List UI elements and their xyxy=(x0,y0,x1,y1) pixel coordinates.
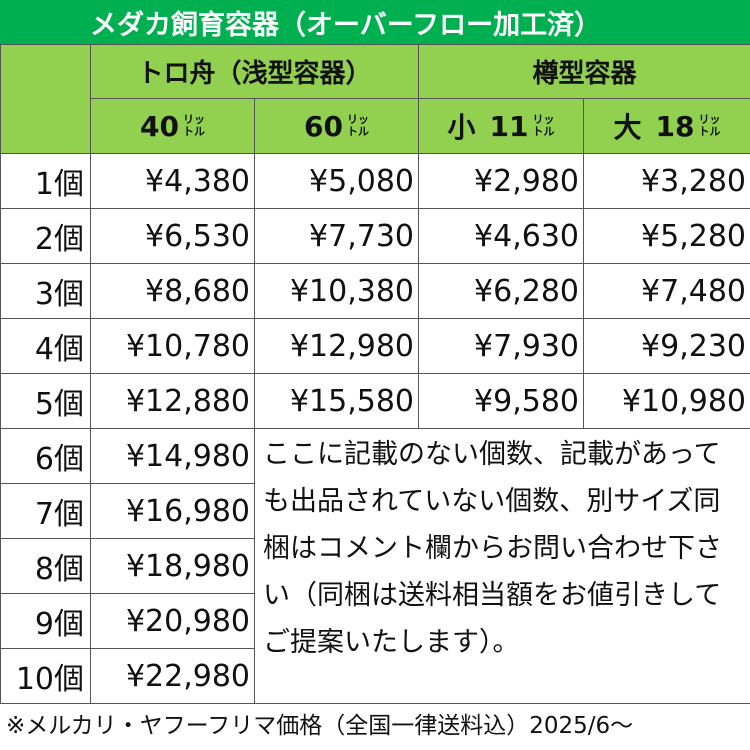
unit-top: リッ xyxy=(346,113,369,126)
row-label: 4個 xyxy=(0,318,91,374)
column-header: 小 11 リッ トル xyxy=(418,98,584,154)
price-cell: ¥12,880 xyxy=(90,373,255,429)
column-header: 大 18 リッ トル xyxy=(583,98,750,154)
price-cell: ¥7,480 xyxy=(583,263,750,319)
column-size: 11 xyxy=(489,109,529,143)
unit-top: リッ xyxy=(182,113,205,126)
price-cell: ¥8,680 xyxy=(90,263,255,319)
price-cell: ¥10,380 xyxy=(254,263,419,319)
price-cell: ¥9,230 xyxy=(583,318,750,374)
price-cell: ¥15,580 xyxy=(254,373,419,429)
price-cell: ¥10,980 xyxy=(583,373,750,429)
price-cell: ¥4,630 xyxy=(418,208,584,264)
row-label: 9個 xyxy=(0,593,91,649)
row-label: 5個 xyxy=(0,373,91,429)
row-label: 1個 xyxy=(0,153,91,209)
group-header: 樽型容器 xyxy=(418,44,750,99)
column-unit: リッ トル xyxy=(532,114,554,138)
unit-bottom: トル xyxy=(698,125,721,138)
price-cell: ¥12,980 xyxy=(254,318,419,374)
column-size: 40 xyxy=(140,109,179,143)
title: メダカ飼育容器（オーバーフロー加工済） xyxy=(90,9,602,41)
note: ここに記載のない個数、記載があっても出品されていない個数、別サイズ同梱はコメント… xyxy=(254,428,750,704)
price-cell: ¥6,530 xyxy=(90,208,255,264)
price-cell: ¥14,980 xyxy=(90,428,255,484)
price-cell: ¥5,280 xyxy=(583,208,750,264)
column-unit: リッ トル xyxy=(698,114,720,138)
column-header: 40 リッ トル xyxy=(90,98,255,154)
column-prefix: 小 xyxy=(447,111,476,144)
column-size: 18 xyxy=(655,109,695,143)
column-prefix: 大 xyxy=(613,111,642,144)
column-unit: リッ トル xyxy=(347,114,369,138)
row-label: 6個 xyxy=(0,428,91,484)
price-cell: ¥16,980 xyxy=(90,483,255,539)
row-label: 2個 xyxy=(0,208,91,264)
price-cell: ¥3,280 xyxy=(583,153,750,209)
group-header: トロ舟（浅型容器） xyxy=(90,44,419,99)
header-corner xyxy=(0,44,91,154)
column-unit: リッ トル xyxy=(183,114,205,138)
price-cell: ¥5,080 xyxy=(254,153,419,209)
row-label: 10個 xyxy=(0,648,91,704)
price-cell: ¥6,280 xyxy=(418,263,584,319)
price-cell: ¥18,980 xyxy=(90,538,255,594)
unit-top: リッ xyxy=(532,113,555,126)
unit-top: リッ xyxy=(698,113,721,126)
price-cell: ¥4,380 xyxy=(90,153,255,209)
column-size: 60 xyxy=(304,109,343,143)
unit-bottom: トル xyxy=(346,125,369,138)
price-cell: ¥7,730 xyxy=(254,208,419,264)
title-bar: メダカ飼育容器（オーバーフロー加工済） xyxy=(0,0,750,44)
unit-bottom: トル xyxy=(182,125,205,138)
row-label: 3個 xyxy=(0,263,91,319)
price-cell: ¥22,980 xyxy=(90,648,255,704)
column-header: 60 リッ トル xyxy=(254,98,419,154)
footer: ※メルカリ・ヤフーフリマ価格（全国一律送料込）2025/6～ xyxy=(6,713,634,739)
row-label: 8個 xyxy=(0,538,91,594)
price-cell: ¥2,980 xyxy=(418,153,584,209)
price-cell: ¥9,580 xyxy=(418,373,584,429)
unit-bottom: トル xyxy=(532,125,555,138)
price-cell: ¥7,930 xyxy=(418,318,584,374)
row-label: 7個 xyxy=(0,483,91,539)
price-cell: ¥20,980 xyxy=(90,593,255,649)
price-cell: ¥10,780 xyxy=(90,318,255,374)
